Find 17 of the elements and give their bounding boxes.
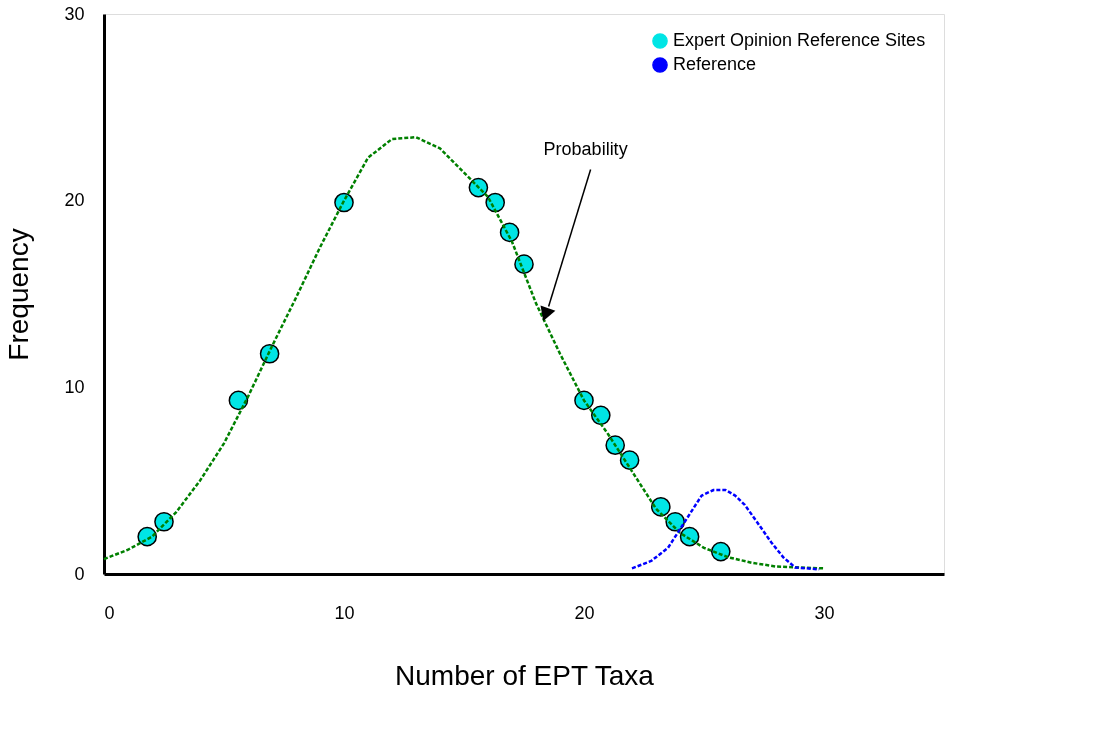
x-tick-label: 10	[334, 602, 355, 623]
point	[228, 390, 249, 411]
line-series	[102, 135, 826, 570]
point	[590, 405, 611, 426]
x-axis-title: Number of EPT Taxa	[395, 659, 655, 691]
y-tick-label: 20	[64, 190, 85, 211]
annotation: Probability	[543, 138, 628, 159]
legend-label: Reference	[673, 54, 757, 74]
x-tick-label: 0	[104, 602, 115, 623]
y-tick-label: 10	[64, 376, 85, 397]
point	[468, 177, 489, 198]
y-tick-label: 30	[64, 3, 85, 24]
y-tick-label: 0	[74, 563, 85, 584]
y-axis-title: Frequency	[3, 228, 35, 361]
x-tick-label: 30	[814, 602, 835, 623]
legend-label: Expert Opinion Reference Sites	[673, 30, 926, 50]
x-tick-label: 20	[574, 602, 595, 623]
